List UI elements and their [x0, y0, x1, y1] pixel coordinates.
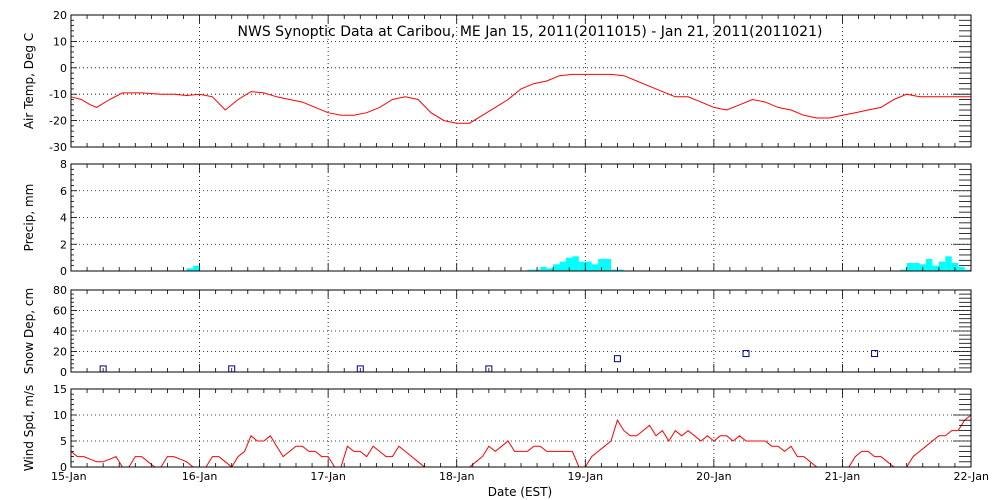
- precip-bar: [964, 269, 971, 271]
- y-tick-label: 10: [53, 409, 67, 422]
- snow-depth-point: [871, 350, 879, 358]
- precip-bar: [938, 261, 946, 271]
- precip-bar: [945, 256, 952, 271]
- y-tick-label: 0: [60, 366, 67, 379]
- y-tick-label: 4: [60, 212, 67, 225]
- snow-depth-y-axis-label: Snow Dep, cm: [22, 288, 36, 374]
- precip-bar: [566, 257, 573, 271]
- precip-bar: [611, 269, 618, 271]
- y-tick-label: -20: [49, 115, 67, 128]
- precip-bar: [527, 269, 534, 271]
- y-tick-label: 60: [53, 305, 67, 318]
- x-tick-label: 22-Jan: [953, 470, 989, 483]
- y-tick-label: 0: [60, 62, 67, 75]
- precip-bar: [186, 268, 194, 271]
- precip-bar: [578, 261, 586, 271]
- y-tick-label: 80: [53, 284, 67, 297]
- precip-bar: [900, 269, 907, 271]
- precip-bar: [572, 256, 579, 271]
- precip-bar: [591, 264, 599, 271]
- snow-depth-point: [613, 355, 621, 363]
- y-tick-label: 20: [53, 346, 67, 359]
- y-tick-label: 2: [60, 238, 67, 251]
- precip-bar: [926, 258, 933, 271]
- snow-depth-panel: 0 20 40 60 80 Snow Dep, cm: [22, 284, 972, 379]
- air-temp-series-line: [70, 73, 971, 124]
- precip-bar: [540, 266, 547, 271]
- y-tick-label: 8: [60, 158, 67, 171]
- y-tick-label: 6: [60, 185, 67, 198]
- x-tick-label: 19-Jan: [568, 470, 604, 483]
- wind-speed-frame: [70, 388, 972, 468]
- precip-bar: [906, 262, 914, 271]
- precip-bar: [951, 262, 959, 271]
- y-tick-label: 20: [53, 9, 67, 22]
- y-tick-label: -30: [49, 141, 67, 154]
- precip-bar: [604, 258, 611, 271]
- air-temp-panel: -30 -20 -10 0 10 20 Air Temp, Deg C: [22, 9, 972, 154]
- wind-speed-y-axis-label: Wind Spd, m/s: [22, 385, 36, 471]
- y-tick-label: 10: [53, 35, 67, 48]
- precip-panel: 0 2 4 6 8 Precip, mm: [22, 158, 972, 278]
- precip-bar: [958, 266, 965, 271]
- precip-bar: [193, 265, 200, 271]
- x-tick-label: 15-Jan: [51, 470, 87, 483]
- precip-bar: [553, 264, 560, 271]
- x-tick-label: 18-Jan: [439, 470, 475, 483]
- precip-y-axis-label: Precip, mm: [22, 184, 36, 252]
- snow-depth-point: [742, 350, 750, 358]
- x-axis-label: Date (EST): [488, 485, 552, 499]
- precip-bar: [598, 258, 605, 271]
- precip-bar: [585, 261, 592, 271]
- chart-title: NWS Synoptic Data at Caribou, ME Jan 15,…: [238, 24, 823, 40]
- precip-bar: [617, 269, 624, 271]
- y-tick-label: 40: [53, 325, 67, 338]
- y-tick-label: 15: [53, 383, 67, 396]
- y-tick-label: -10: [49, 88, 67, 101]
- precip-bar: [559, 261, 566, 271]
- x-tick-label: 17-Jan: [310, 470, 346, 483]
- precip-bar: [546, 268, 554, 271]
- y-tick-label: 5: [60, 435, 67, 448]
- precip-bar: [913, 262, 920, 271]
- x-tick-label: 20-Jan: [696, 470, 732, 483]
- x-tick-label: 21-Jan: [825, 470, 861, 483]
- y-tick-label: 0: [60, 461, 67, 474]
- wind-speed-panel: 0 5 10 15 Wind Spd, m/s: [22, 383, 972, 474]
- air-temp-y-axis-label: Air Temp, Deg C: [22, 33, 36, 129]
- precip-bar: [932, 265, 939, 271]
- x-tick-label: 16-Jan: [182, 470, 218, 483]
- y-tick-label: 0: [60, 265, 67, 278]
